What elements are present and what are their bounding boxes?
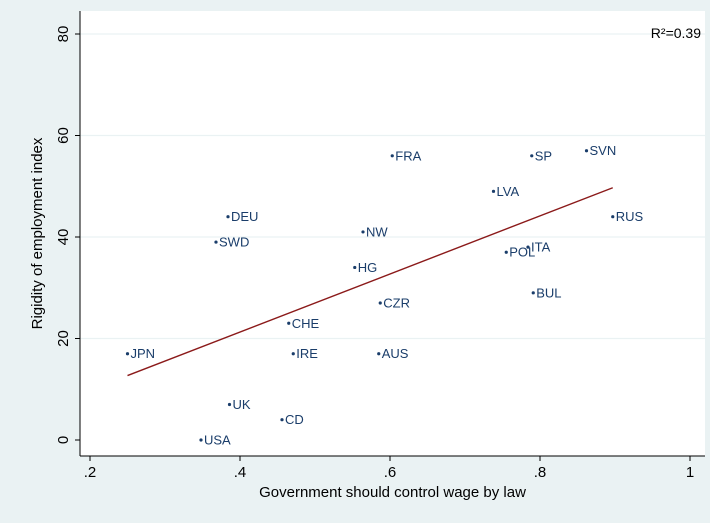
data-point-label: HG (358, 260, 378, 275)
data-point-label: DEU (231, 209, 258, 224)
data-point-marker (280, 418, 284, 422)
fit-line (127, 187, 614, 377)
data-point-marker (491, 189, 496, 193)
data-point-marker (214, 240, 218, 244)
axes (79, 11, 705, 457)
data-point-label: CD (285, 412, 304, 427)
data-point-label: SWD (219, 235, 249, 250)
data-point-marker (531, 291, 535, 295)
x-tick-label: 1 (686, 464, 694, 481)
data-point-label: FRA (395, 148, 421, 163)
data-point-label: NW (366, 224, 388, 239)
y-axis-title: Rigidity of employment index (29, 137, 46, 329)
data-point-marker (125, 352, 130, 356)
data-points: JPNUSASWDDEUUKCDCHEIREHGNWAUSCZRFRALVAPO… (125, 143, 644, 448)
y-tick-label: 20 (55, 330, 72, 347)
x-tick-label: .8 (534, 464, 547, 481)
data-point-label: IRE (296, 346, 318, 361)
y-axis-ticks: 0 20 40 60 80 (55, 26, 80, 444)
data-point-marker (226, 215, 230, 219)
data-point-marker (611, 215, 615, 219)
data-point-marker (227, 402, 232, 407)
data-point-marker (287, 321, 291, 325)
data-point-label: JPN (131, 346, 156, 361)
data-point-label: LVA (497, 184, 520, 199)
data-point-label: ITA (531, 240, 551, 255)
plot-area (80, 11, 705, 456)
data-point-label: USA (204, 433, 231, 448)
x-axis-title: Government should control wage by law (259, 484, 526, 501)
data-point-label: CZR (383, 295, 410, 310)
data-point-label: SVN (590, 143, 617, 158)
grid-lines (80, 33, 705, 340)
y-tick-label: 80 (55, 26, 72, 43)
data-point-marker (584, 149, 589, 153)
data-point-marker (377, 352, 381, 356)
r-squared-annotation: R²=0.39 (651, 25, 701, 41)
data-point-marker (378, 301, 382, 305)
data-point-marker (390, 154, 394, 158)
data-point-marker (199, 438, 203, 442)
data-point-marker (530, 154, 534, 158)
data-point-label: RUS (616, 209, 644, 224)
data-point-marker (504, 250, 508, 254)
data-point-label: CHE (292, 316, 320, 331)
data-point-marker (291, 352, 295, 356)
x-tick-label: .4 (234, 464, 247, 481)
data-point-label: SP (535, 148, 552, 163)
data-point-label: UK (233, 397, 251, 412)
y-tick-label: 0 (55, 436, 72, 444)
fit-line-group (127, 187, 614, 377)
x-tick-label: .2 (84, 464, 97, 481)
data-point-marker (353, 265, 357, 270)
x-tick-label: .6 (384, 464, 397, 481)
y-tick-label: 60 (55, 127, 72, 144)
data-point-marker (361, 230, 365, 234)
x-axis-ticks: .2 .4 .6 .8 1 (84, 456, 694, 481)
y-tick-label: 40 (55, 229, 72, 246)
data-point-label: AUS (382, 346, 409, 361)
data-point-label: BUL (536, 285, 561, 300)
data-point-marker (526, 245, 530, 249)
